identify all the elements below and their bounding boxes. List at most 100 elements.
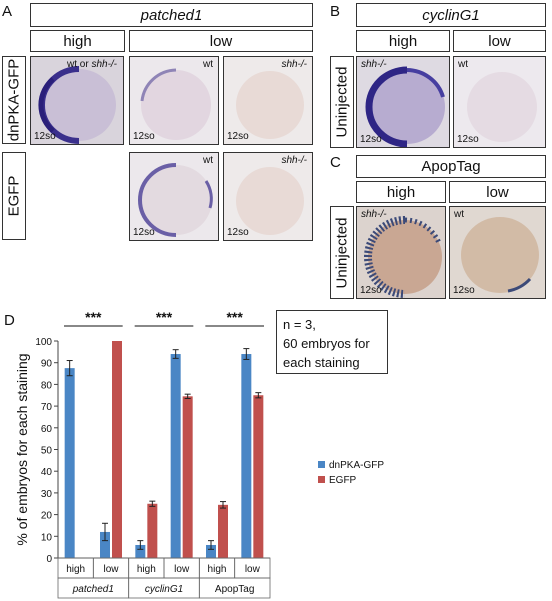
group-cell [128,577,200,599]
panel-b-col-high: high [356,30,450,52]
category-cell [163,557,200,579]
sample-size-note: n = 3, 60 embryos for each staining [276,310,388,374]
stage-label: 12so [453,285,475,296]
y-tick-label: 50 [41,446,53,457]
panel-c-label: C [330,154,341,171]
y-tick-label: 70 [41,402,53,413]
group-label: ApopTag [215,584,254,595]
significance-mark: *** [226,309,243,325]
image-b-low: wt 12so [453,56,546,148]
panel-b-row-uninjected: Uninjected [330,56,354,148]
y-tick-label: 60 [41,424,53,435]
x-tick-label: high [66,564,85,575]
panel-d-label: D [4,312,15,329]
bar-dnPKA-GFP [64,368,75,558]
significance-mark: *** [85,309,102,325]
embryo-drawing [365,66,445,147]
bar-EGFP [253,395,264,558]
stage-label: 12so [360,134,382,145]
bar-EGFP [182,396,193,558]
panel-c-row-text: Uninjected [333,217,351,288]
image-label-mut: shh-/- [281,155,307,166]
group-label: cyclinG1 [145,584,183,595]
panel-c-col-low: low [449,181,546,203]
bar-EGFP [218,504,228,558]
panel-a-col-high: high [30,30,125,52]
group-cell [57,577,130,599]
y-tick-label: 10 [41,532,53,543]
image-c-low: wt 12so [449,206,546,299]
bar-EGFP [147,503,158,558]
image-a-dnpka-low-mut: shh-/- 12so [223,56,313,145]
panel-c-col-high: high [356,181,446,203]
bar-dnPKA-GFP [100,531,110,558]
embryo-drawing [38,66,116,144]
legend-swatch-EGFP [318,476,325,483]
note-line-1: n = 3, [283,317,316,332]
category-cell [92,557,130,579]
image-label-wt: wt [203,155,213,166]
x-tick-label: low [174,564,190,575]
y-tick-label: 20 [41,511,53,522]
group-label: patched1 [72,584,114,595]
panel-a-row-dnpka-text: dnPKA-GFP [5,58,23,142]
bar-dnPKA-GFP [135,544,146,558]
embryo-drawing [236,167,304,235]
panel-b-row-text: Uninjected [333,66,351,138]
image-a-label-wt: wt [67,59,77,70]
bar-dnPKA-GFP [170,354,181,558]
embryo-drawing [364,216,442,298]
y-tick-label: 40 [41,467,53,478]
embryo-drawing [236,71,304,139]
significance-mark: *** [156,309,173,325]
category-cell [57,557,94,579]
image-label-mut: shh-/- [281,59,307,70]
category-cell [234,557,271,579]
legend-label-dnPKA-GFP: dnPKA-GFP [329,460,384,471]
bar-dnPKA-GFP [241,354,252,558]
legend-label-EGFP: EGFP [329,475,357,486]
image-c-high: shh-/- 12so [356,206,446,299]
panel-b-gene-header: cyclinG1 [356,3,546,27]
panel-c-row-uninjected: Uninjected [330,206,354,299]
stage-label: 12so [34,131,56,142]
note-line-2: 60 embryos for [283,336,370,351]
category-cell [198,557,236,579]
panel-a-col-low: low [129,30,313,52]
y-tick-label: 30 [41,489,53,500]
panel-a-label: A [2,3,13,20]
embryo-drawing [138,163,213,237]
panel-b-label: B [330,3,341,20]
panel-b-col-low: low [453,30,546,52]
bar-dnPKA-GFP [206,544,216,558]
y-tick-label: 80 [41,380,53,391]
y-tick-label: 0 [46,554,52,565]
embryo-drawing [467,72,537,142]
image-label-wt: wt [203,59,213,70]
stage-label: 12so [360,285,382,296]
image-a-dnpka-low-wt: wt 12so [129,56,219,145]
panel-a-gene-header: patched1 [30,3,313,27]
stage-label: 12so [133,227,155,238]
panel-a-row-egfp: EGFP [2,152,26,240]
panel-a-row-egfp-text: EGFP [5,175,23,217]
image-a-label-mut: shh-/- [91,59,118,70]
legend-swatch-dnPKA-GFP [318,461,325,468]
image-label-wt: wt [454,209,464,220]
stage-label: 12so [457,134,479,145]
x-tick-label: low [245,564,261,575]
image-label-mut: shh-/- [361,59,387,70]
y-tick-label: 100 [35,337,52,348]
image-a-egfp-low-wt: wt 12so [129,152,219,241]
stage-label: 12so [227,131,249,142]
bar-EGFP [112,341,122,558]
image-a-egfp-low-mut: shh-/- 12so [223,152,313,241]
stage-label: 12so [227,227,249,238]
image-b-high: shh-/- 12so [356,56,450,148]
embryo-drawing [461,217,539,293]
group-cell [198,577,271,599]
image-label-wt: wt [458,59,468,70]
panel-c-title-header: ApopTag [356,155,546,178]
stage-label: 12so [133,131,155,142]
x-tick-label: high [137,564,156,575]
